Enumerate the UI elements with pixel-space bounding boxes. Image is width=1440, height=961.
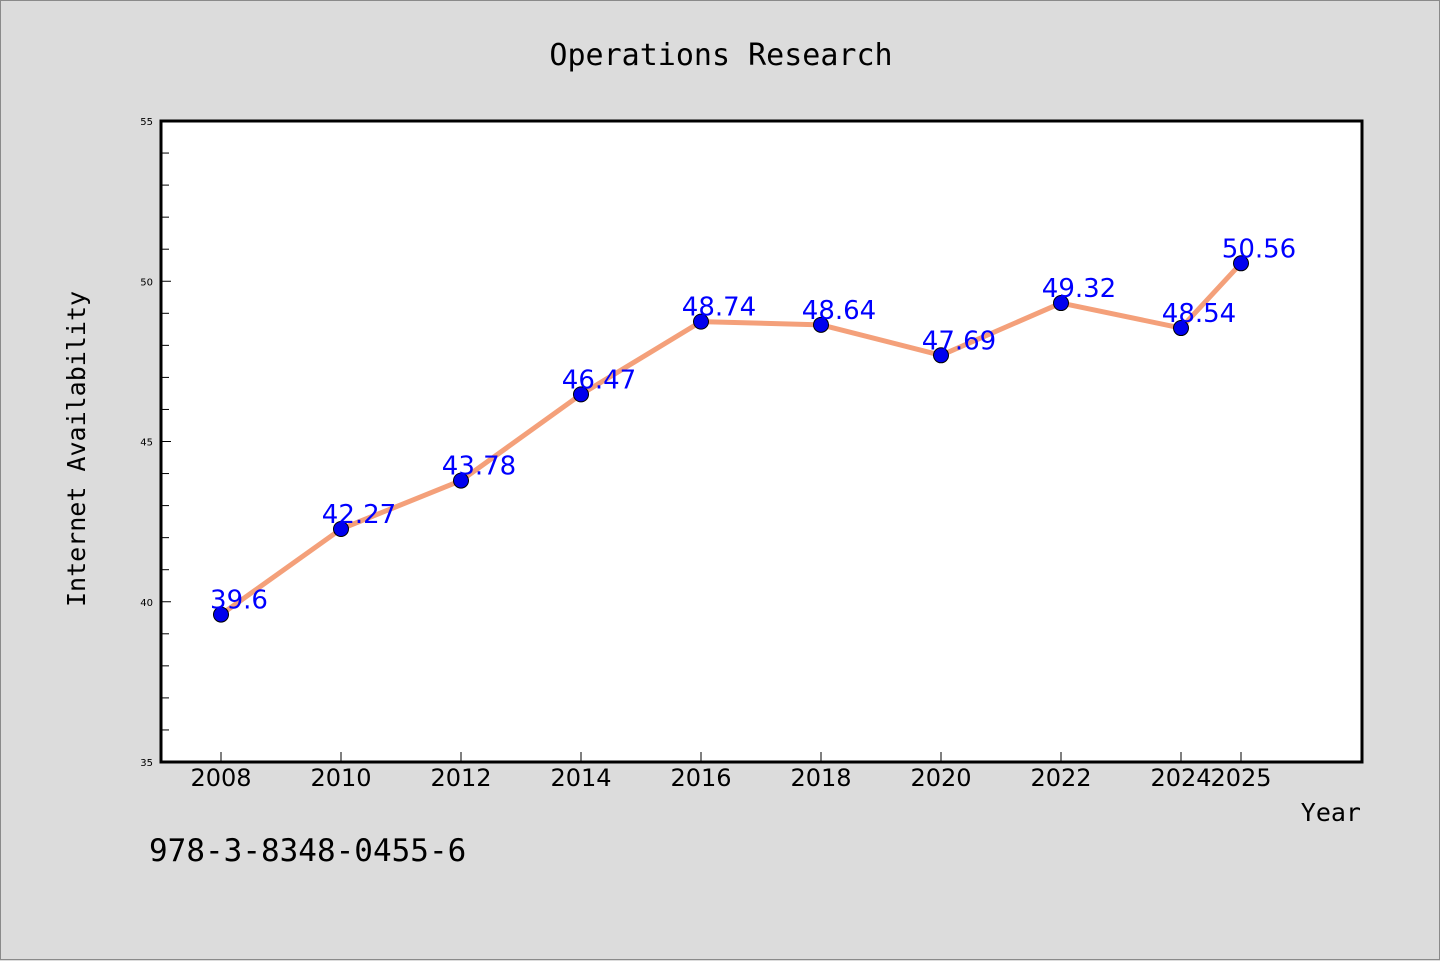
data-label: 46.47 [562, 365, 636, 395]
data-point [213, 606, 229, 623]
y-tick-label: 35 [140, 758, 153, 769]
series-line [218, 260, 1244, 618]
data-label: 43.78 [442, 452, 516, 482]
data-label: 47.69 [922, 326, 996, 356]
data-labels-layer: 39.6 42.27 43.78 46.47 48.74 48.64 47.69 49.32 4… [210, 234, 1296, 615]
data-label: 50.56 [1222, 234, 1296, 264]
data-point [333, 520, 349, 537]
data-label: 42.27 [322, 500, 396, 530]
plot-area [159, 119, 1364, 764]
data-point [933, 347, 949, 364]
data-point [1173, 320, 1189, 337]
y-tick-label: 50 [140, 277, 153, 288]
y-tick-label: 40 [140, 598, 153, 609]
x-tick-label: 2016 [670, 764, 731, 792]
x-tick-label: 2025 [1210, 764, 1271, 792]
data-label: 48.54 [1162, 299, 1236, 329]
data-point [453, 472, 469, 489]
data-point [1233, 255, 1249, 272]
data-label: 39.6 [210, 586, 268, 616]
isbn-text: 978-3-8348-0455-6 [149, 833, 467, 869]
y-tick-label: 55 [140, 117, 153, 128]
x-tick-label: 2014 [550, 764, 611, 792]
data-label: 48.64 [802, 296, 876, 326]
data-label: 49.32 [1042, 274, 1116, 304]
data-point [813, 316, 829, 333]
x-tick-label: 2012 [430, 764, 491, 792]
y-axis: 35 40 45 50 55 [140, 117, 171, 769]
x-axis-label: Year [1301, 798, 1361, 827]
data-label: 48.74 [682, 293, 756, 323]
x-tick-label: 2008 [190, 764, 251, 792]
x-tick-label: 2010 [310, 764, 371, 792]
y-tick-label: 45 [140, 438, 153, 449]
data-point [1053, 295, 1069, 312]
x-tick-label: 2018 [790, 764, 851, 792]
series-line-layer [213, 255, 1249, 623]
data-point [573, 386, 589, 403]
x-tick-label: 2022 [1030, 764, 1091, 792]
x-tick-label: 2024 [1150, 764, 1211, 792]
y-axis-label: Internet Availability [62, 291, 91, 607]
data-point [693, 313, 709, 330]
chart-title: Operations Research [549, 38, 892, 73]
x-tick-label: 2020 [910, 764, 971, 792]
